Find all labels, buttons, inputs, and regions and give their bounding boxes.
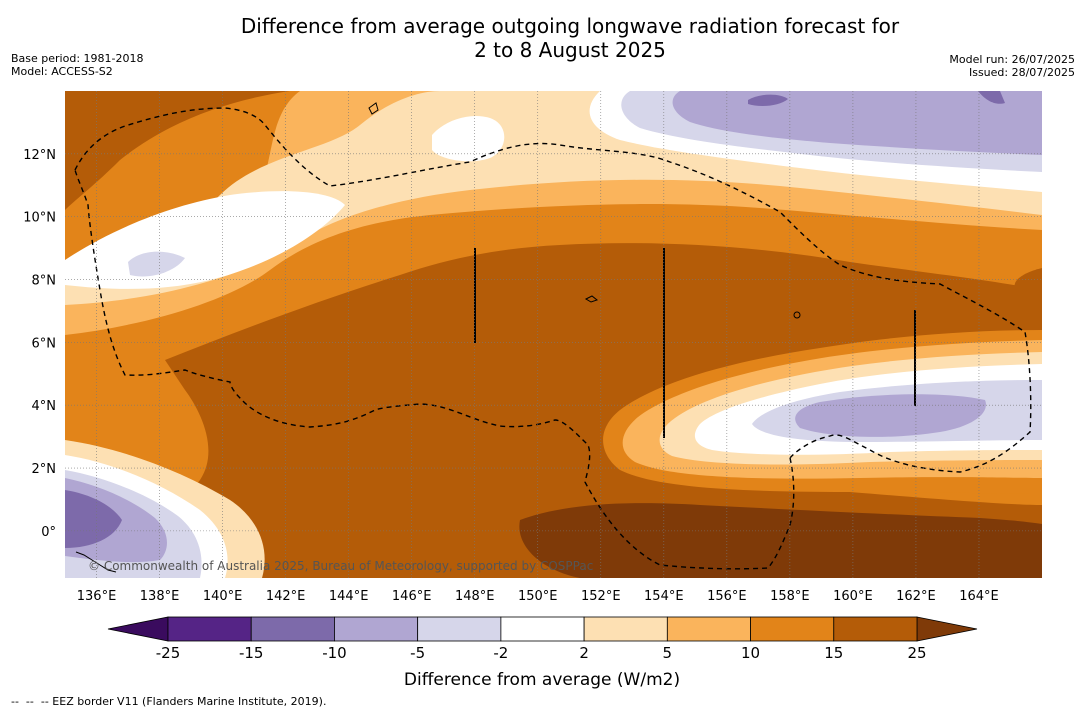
colorbar-cell [750, 616, 835, 642]
island-png-coast [75, 551, 117, 573]
latitude-tick-label: 2°N [32, 462, 57, 477]
colorbar-tick-label: -5 [410, 644, 425, 662]
colorbar-tick-label: -10 [322, 644, 347, 662]
eez-footnote: -- -- -- EEZ border V11 (Flanders Marine… [11, 695, 327, 708]
longitude-tick-label: 138°E [140, 589, 180, 604]
latitude-tick-label: 8°N [32, 274, 57, 289]
longitude-tick-label: 156°E [707, 589, 747, 604]
island-pohnpei [793, 311, 801, 319]
longitude-tick-label: 152°E [581, 589, 621, 604]
colorbar-cell [417, 616, 502, 642]
eez-borders [74, 107, 1032, 570]
colorbar-cell [500, 616, 585, 642]
longitude-labels: 136°E 138°E 140°E 142°E 144°E 146°E 148°E 150°E… [77, 589, 999, 604]
colorbar: -25 -15 -10 -5 -2 2 5 10 15 25 Difference from av… [107, 616, 978, 690]
field-ne-m5 [672, 91, 1042, 155]
colorbar-tick-label: 25 [907, 644, 926, 662]
longitude-tick-label: 148°E [455, 589, 495, 604]
map-title: Difference from average outgoing longwav… [170, 14, 970, 62]
longitude-tick-label: 162°E [896, 589, 936, 604]
field-w-dark-edge [65, 115, 75, 145]
field-center-dark [65, 243, 1042, 578]
colorbar-tick-label: 5 [663, 644, 673, 662]
latitude-tick-label: 0° [41, 525, 56, 540]
colorbar-high-extend [916, 616, 978, 642]
colorbar-cell [583, 616, 668, 642]
latitude-tick-label: 6°N [32, 336, 57, 351]
latitude-labels: 0° 2°N 4°N 6°N 8°N 10°N 12°N [23, 148, 56, 540]
colorbar-tick-label: -15 [239, 644, 264, 662]
meta-right: Model run: 26/07/2025 Issued: 28/07/2025 [949, 53, 1075, 79]
field-ne-white-patch [432, 115, 505, 162]
longitude-tick-label: 146°E [392, 589, 432, 604]
colorbar-tick-label: 10 [741, 644, 760, 662]
base-period-label: Base period: 1981-2018 [11, 52, 144, 65]
colorbar-low-extend [107, 616, 169, 642]
model-label: Model: ACCESS-S2 [11, 65, 113, 78]
title-line-2: 2 to 8 August 2025 [474, 38, 666, 62]
longitude-tick-label: 164°E [959, 589, 999, 604]
colorbar-tick-labels: -25 -15 -10 -5 -2 2 5 10 15 25 [156, 644, 927, 662]
latitude-tick-label: 12°N [23, 148, 56, 163]
title-line-1: Difference from average outgoing longwav… [240, 14, 900, 38]
islands [75, 102, 801, 573]
eez-border-fsm-west [74, 107, 1032, 473]
longitude-tick-label: 140°E [203, 589, 243, 604]
colorbar-cell [833, 616, 918, 642]
longitude-tick-label: 158°E [770, 589, 810, 604]
island-chuuk [584, 295, 599, 303]
longitude-tick-label: 160°E [833, 589, 873, 604]
copyright-notice: © Commonwealth of Australia 2025, Bureau… [88, 559, 593, 573]
model-run-label: Model run: 26/07/2025 [949, 53, 1075, 66]
latitude-tick-label: 10°N [23, 211, 56, 226]
map-area: © Commonwealth of Australia 2025, Bureau… [65, 91, 1042, 578]
field-nw-m2 [128, 251, 185, 277]
island-guam [368, 102, 379, 115]
meta-left: Base period: 1981-2018 Model: ACCESS-S2 [11, 52, 143, 78]
longitude-tick-label: 150°E [518, 589, 558, 604]
colorbar-cell [167, 616, 252, 642]
latitude-tick-label: 4°N [32, 399, 57, 414]
field-nw-dark [65, 91, 290, 210]
colorbar-cell [250, 616, 335, 642]
colorbar-tick-label: 15 [824, 644, 843, 662]
longitude-tick-label: 144°E [329, 589, 369, 604]
colorbar-tick-label: -25 [156, 644, 181, 662]
longitude-tick-label: 136°E [77, 589, 117, 604]
colorbar-tick-label: -2 [493, 644, 508, 662]
colorbar-cell [666, 616, 751, 642]
colorbar-cells [167, 616, 918, 642]
issued-label: Issued: 28/07/2025 [968, 66, 1075, 79]
colorbar-tick-label: 2 [579, 644, 589, 662]
eez-border-fsm-south [74, 169, 795, 570]
longitude-tick-label: 142°E [266, 589, 306, 604]
field-sw-m10 [65, 490, 122, 548]
colorbar-cell [334, 616, 419, 642]
longitude-tick-label: 154°E [644, 589, 684, 604]
field-ne-m10b [978, 91, 1005, 104]
field-e-dark-tongue [1014, 268, 1042, 298]
colorbar-title: Difference from average (W/m2) [404, 670, 680, 690]
field-ne-m10a [748, 94, 788, 107]
gridlines [65, 91, 1042, 578]
